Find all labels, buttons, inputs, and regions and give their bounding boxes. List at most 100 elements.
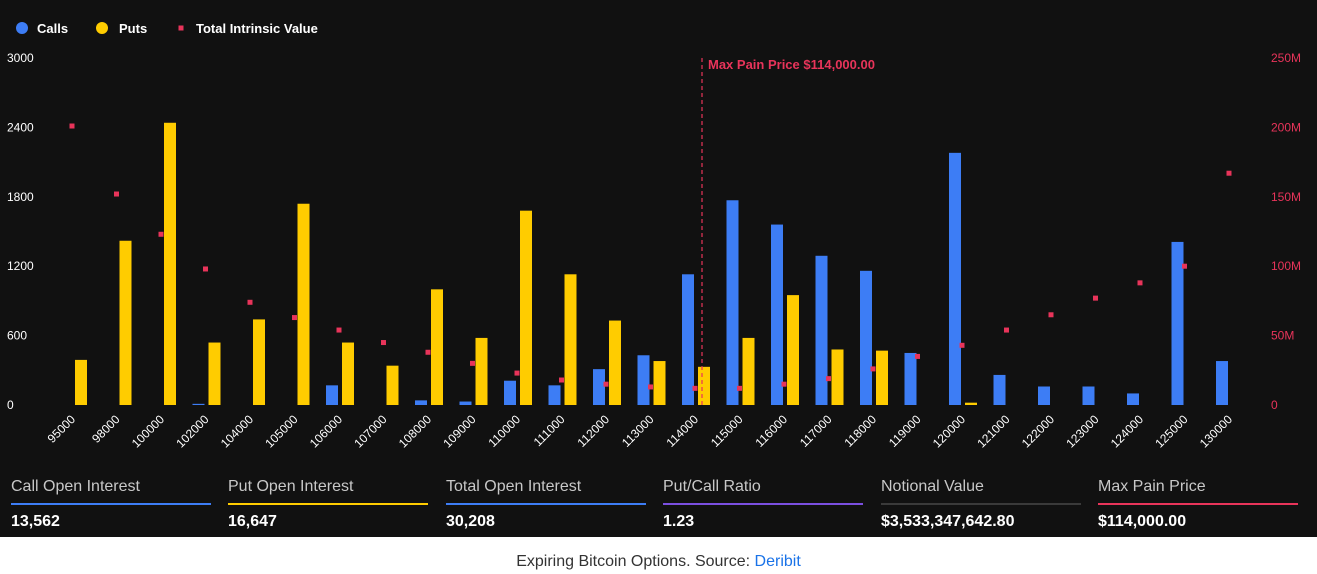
source-link[interactable]: Deribit: [754, 553, 801, 570]
put-bar: [876, 350, 888, 405]
stat-max-pain-price: Max Pain Price $114,000.00: [1098, 470, 1298, 537]
intrinsic-value-point: [336, 327, 342, 333]
x-tick-label: 120000: [930, 412, 968, 450]
x-tick-label: 95000: [45, 412, 79, 446]
x-tick-label: 113000: [619, 412, 657, 450]
stat-label: Put Open Interest: [228, 478, 354, 495]
call-bar: [593, 369, 605, 405]
legend-label: Puts: [119, 21, 147, 36]
call-bar: [1038, 386, 1050, 405]
intrinsic-value-point: [603, 381, 609, 387]
max-pain-label: Max Pain Price $114,000.00: [708, 57, 875, 72]
intrinsic-value-point: [959, 342, 965, 348]
put-bar: [75, 359, 87, 405]
intrinsic-value-point: [69, 123, 75, 129]
summary-stats: Call Open Interest 13,562 Put Open Inter…: [0, 470, 1317, 537]
x-tick-label: 121000: [974, 412, 1012, 450]
x-tick-label: 106000: [307, 412, 345, 450]
call-bar: [1216, 361, 1228, 405]
put-bar: [965, 402, 977, 405]
stat-underline: [1098, 503, 1298, 505]
put-bar: [698, 366, 710, 405]
call-bar: [993, 374, 1006, 405]
x-tick-label: 109000: [440, 412, 478, 450]
y-left-tick-label: 1800: [7, 190, 34, 204]
call-bar: [771, 224, 783, 405]
intrinsic-value-point: [915, 353, 920, 359]
put-bar: [164, 122, 176, 406]
x-tick-label: 130000: [1197, 412, 1235, 450]
intrinsic-value-point: [203, 266, 208, 272]
call-bar: [815, 255, 828, 405]
options-chart-panel: 0 600 1200 1800 2400 3000 0 50M 100M 150M 200M 250M…: [0, 0, 1317, 537]
stat-underline: [446, 503, 646, 505]
intrinsic-value-point: [381, 340, 386, 346]
x-tick-label: 124000: [1108, 412, 1146, 450]
intrinsic-value-point: [1048, 312, 1054, 318]
put-bar: [742, 337, 755, 405]
y-left-tick-label: 1200: [7, 259, 34, 273]
intrinsic-value-point: [1137, 280, 1143, 286]
y-right-tick-label: 250M: [1271, 51, 1301, 65]
stat-total-open-interest: Total Open Interest 30,208: [446, 470, 646, 537]
stat-value: 13,562: [11, 513, 60, 530]
stat-put-open-interest: Put Open Interest 16,647: [228, 470, 428, 537]
intrinsic-value-point: [692, 385, 698, 391]
y-right-tick-label: 50M: [1271, 329, 1294, 343]
stat-value: $3,533,347,642.80: [881, 513, 1015, 530]
y-right-tick-label: 150M: [1271, 190, 1301, 204]
put-bar: [297, 203, 310, 405]
y-right-tick-label: 200M: [1271, 120, 1301, 134]
call-bar: [192, 403, 205, 405]
stat-underline: [663, 503, 863, 505]
y-right-tick-label: 100M: [1271, 259, 1301, 273]
x-tick-label: 110000: [486, 412, 524, 450]
x-tick-label: 114000: [664, 412, 702, 450]
intrinsic-value-point: [559, 377, 564, 383]
x-tick-label: 116000: [753, 412, 791, 450]
x-tick-label: 122000: [1019, 412, 1057, 450]
intrinsic-value-point: [247, 299, 253, 305]
put-bar: [831, 349, 844, 405]
put-bar: [208, 342, 221, 405]
put-bar: [609, 320, 621, 405]
call-bar: [860, 270, 872, 405]
put-bar: [119, 240, 132, 405]
put-bar: [653, 361, 666, 405]
x-tick-label: 119000: [886, 412, 924, 450]
put-bar: [520, 210, 532, 405]
call-bar: [1082, 386, 1095, 405]
stat-value: 16,647: [228, 513, 277, 530]
put-bar: [386, 365, 399, 405]
x-tick-label: 112000: [575, 412, 613, 450]
x-tick-label: 108000: [396, 412, 434, 450]
stat-underline: [11, 503, 211, 505]
y-right-tick-label: 0: [1271, 398, 1278, 412]
image-caption: Expiring Bitcoin Options. Source: Deribi…: [0, 553, 1317, 571]
stat-label: Notional Value: [881, 478, 984, 495]
stat-label: Put/Call Ratio: [663, 478, 761, 495]
put-bar: [431, 289, 443, 405]
intrinsic-value-point: [870, 366, 876, 372]
call-bar: [949, 152, 961, 405]
stat-underline: [881, 503, 1081, 505]
intrinsic-value-point: [648, 384, 653, 390]
call-bar: [415, 400, 427, 405]
stat-notional-value: Notional Value $3,533,347,642.80: [881, 470, 1081, 537]
call-bar: [504, 380, 516, 405]
stat-value: $114,000.00: [1098, 513, 1187, 530]
x-tick-label: 125000: [1152, 412, 1190, 450]
stat-label: Max Pain Price: [1098, 478, 1206, 495]
intrinsic-value-point: [514, 370, 520, 376]
intrinsic-value-point: [826, 376, 831, 382]
call-bar: [726, 200, 739, 405]
call-bar: [326, 385, 338, 405]
stat-put-call-ratio: Put/Call Ratio 1.23: [663, 470, 863, 537]
intrinsic-value-point: [737, 385, 742, 391]
put-bar: [342, 342, 354, 405]
x-tick-label: 98000: [89, 412, 123, 446]
y-left-tick-label: 600: [7, 329, 27, 343]
intrinsic-value-point: [781, 381, 787, 387]
put-bar: [253, 319, 265, 405]
intrinsic-value-point: [1226, 170, 1232, 176]
